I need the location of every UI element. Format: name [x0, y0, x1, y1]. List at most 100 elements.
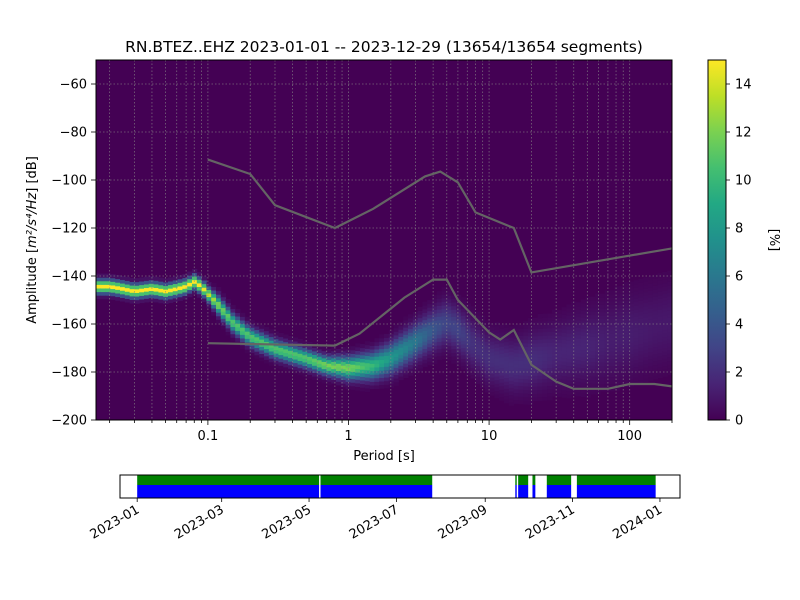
- heatmap-cell: [211, 282, 217, 287]
- heatmap-cell: [427, 357, 433, 362]
- heatmap-cell: [528, 343, 534, 348]
- heatmap-cell: [369, 363, 375, 368]
- heatmap-cell: [441, 301, 447, 306]
- heatmap-cell: [278, 336, 284, 341]
- heatmap-cell: [288, 364, 294, 369]
- heatmap-cell: [422, 362, 428, 367]
- heatmap-cell: [552, 374, 558, 379]
- heatmap-cell: [489, 391, 495, 396]
- heatmap-cell: [273, 335, 279, 340]
- heatmap-cell: [537, 342, 543, 347]
- heatmap-cell: [384, 362, 390, 367]
- heatmap-cell: [340, 375, 347, 381]
- heatmap-cell: [470, 345, 476, 350]
- heatmap-cell: [624, 364, 630, 370]
- heatmap-cell: [662, 329, 668, 334]
- heatmap-cell: [129, 292, 135, 297]
- heatmap-cell: [172, 287, 179, 292]
- heatmap-cell: [422, 319, 428, 324]
- heatmap-cell: [417, 357, 423, 362]
- heatmap-cell: [326, 370, 332, 375]
- heatmap-cell: [182, 291, 188, 297]
- heatmap-cell: [633, 326, 639, 332]
- heatmap-cell: [585, 368, 591, 373]
- heatmap-cell: [614, 372, 620, 377]
- heatmap-cell: [652, 296, 659, 301]
- heatmap-cell: [129, 281, 135, 286]
- heatmap-cell: [489, 355, 495, 360]
- heatmap-cell: [196, 286, 203, 291]
- heatmap-cell: [561, 336, 567, 341]
- heatmap-cell: [619, 293, 625, 298]
- heatmap-cell: [379, 352, 385, 357]
- heatmap-cell: [624, 321, 630, 326]
- heatmap-cell: [350, 349, 356, 354]
- heatmap-cell: [278, 354, 284, 359]
- heatmap-cell: [662, 318, 668, 323]
- heatmap-cell: [542, 320, 548, 326]
- heatmap-cell: [417, 314, 423, 319]
- heatmap-cell: [595, 336, 601, 341]
- heatmap-cell: [436, 330, 443, 335]
- heatmap-cell: [340, 357, 347, 363]
- heatmap-cell: [657, 374, 663, 379]
- heatmap-cell: [264, 355, 270, 360]
- heatmap-cell: [643, 288, 649, 293]
- heatmap-cell: [508, 358, 515, 363]
- heatmap-cell: [369, 370, 375, 375]
- heatmap-cell: [556, 335, 563, 340]
- heatmap-cell: [393, 374, 399, 379]
- heatmap-cell: [652, 364, 659, 369]
- heatmap-cell: [628, 310, 635, 315]
- heatmap-cell: [379, 384, 385, 389]
- heatmap-cell: [648, 340, 654, 345]
- heatmap-cell: [628, 357, 635, 362]
- heatmap-cell: [240, 319, 246, 325]
- heatmap-cell: [600, 293, 606, 298]
- heatmap-cell: [244, 323, 251, 329]
- heatmap-cell: [340, 350, 347, 355]
- heatmap-cell: [408, 335, 414, 340]
- heatmap-cell: [484, 388, 491, 393]
- heatmap-cell: [580, 353, 587, 358]
- heatmap-cell: [600, 362, 606, 367]
- heatmap-cell: [451, 305, 457, 310]
- heatmap-cell: [499, 385, 505, 390]
- heatmap-cell: [206, 296, 212, 301]
- heatmap-cell: [182, 277, 188, 282]
- heatmap-cell: [532, 346, 539, 351]
- heatmap-cell: [652, 299, 659, 304]
- heatmap-cell: [302, 361, 308, 367]
- heatmap-cell: [489, 362, 495, 367]
- heatmap-cell: [465, 332, 471, 337]
- heatmap-cell: [177, 275, 183, 280]
- heatmap-cell: [408, 317, 414, 322]
- heatmap-cell: [302, 351, 308, 356]
- heatmap-cell: [643, 345, 649, 350]
- heatmap-cell: [182, 295, 188, 300]
- heatmap-cell: [566, 376, 572, 381]
- heatmap-cell: [590, 361, 596, 366]
- heatmap-cell: [576, 331, 582, 336]
- heatmap-cell: [336, 356, 342, 361]
- heatmap-cell: [369, 356, 375, 361]
- heatmap-cell: [470, 338, 476, 343]
- heatmap-cell: [340, 361, 347, 366]
- heatmap-cell: [206, 285, 212, 290]
- heatmap-cell: [537, 385, 543, 391]
- y-tick-label: −140: [51, 270, 87, 285]
- heatmap-cell: [667, 292, 672, 297]
- heatmap-cell: [652, 274, 659, 279]
- heatmap-cell: [129, 295, 135, 300]
- heatmap-cell: [441, 305, 447, 310]
- heatmap-cell: [580, 299, 587, 304]
- heatmap-cell: [494, 372, 500, 377]
- heatmap-cell: [384, 351, 390, 356]
- heatmap-cell: [652, 342, 659, 348]
- heatmap-cell: [662, 307, 668, 313]
- heatmap-cell: [609, 297, 615, 302]
- heatmap-cell: [580, 306, 587, 311]
- heatmap-cell: [350, 360, 356, 365]
- heatmap-cell: [446, 338, 452, 343]
- heatmap-cell: [249, 348, 255, 353]
